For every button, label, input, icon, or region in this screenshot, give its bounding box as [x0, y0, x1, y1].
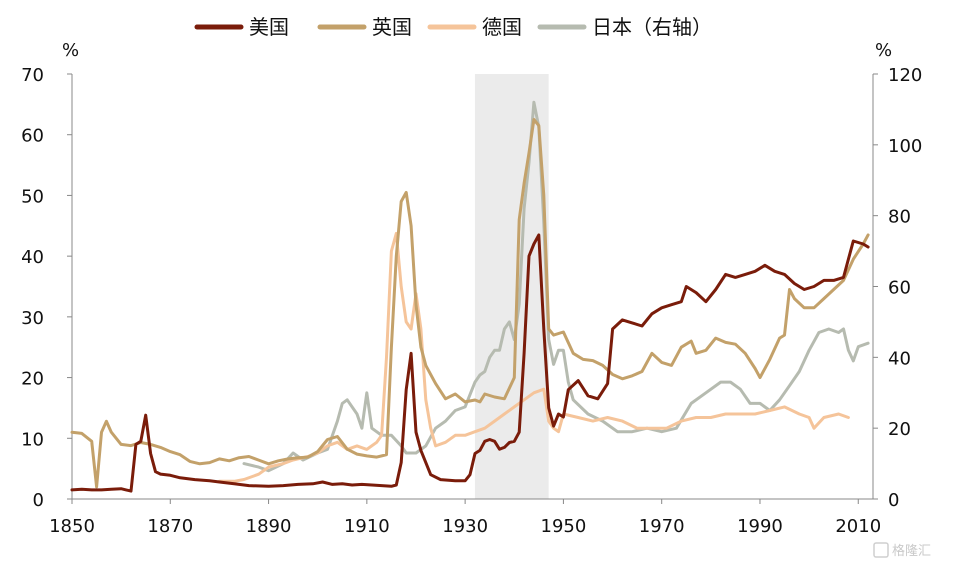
legend-label: 德国 [482, 15, 522, 39]
x-tick-label: 1970 [639, 516, 685, 537]
watermark-text: 格隆汇 [892, 543, 931, 559]
x-tick-label: 1950 [541, 516, 587, 537]
shaded-region-group [474, 74, 549, 499]
left-y-tick-label: 0 [33, 490, 44, 511]
right-y-tick-label: 0 [888, 490, 899, 511]
right-axis-unit: % [875, 40, 892, 61]
x-tick-label: 2010 [835, 516, 881, 537]
right-y-tick-label: 60 [888, 278, 911, 299]
shaded-period-band [474, 74, 549, 499]
left-y-tick-label: 20 [21, 369, 44, 390]
legend-label: 英国 [372, 15, 412, 39]
left-y-tick-label: 60 [21, 126, 44, 147]
watermark: 格隆汇 [873, 542, 931, 559]
watermark-logo-icon [873, 542, 889, 558]
legend: 美国 英国 德国 日本（右轴） [194, 15, 712, 39]
x-tick-label: 1870 [147, 516, 193, 537]
series-line [70, 233, 870, 493]
series-line [242, 100, 870, 473]
legend-label: 日本（右轴） [592, 15, 712, 39]
right-y-tick-label: 100 [888, 136, 922, 157]
series-group [70, 100, 870, 493]
series-line [217, 231, 850, 483]
axes-group: 1850 1870 1890 1910 1930 1950 1970 1990 20100102… [21, 65, 922, 537]
left-y-tick-label: 40 [21, 247, 44, 268]
right-y-tick-label: 40 [888, 348, 911, 369]
right-y-tick-label: 80 [888, 207, 911, 228]
left-axis-unit: % [62, 40, 79, 61]
left-y-tick-label: 30 [21, 308, 44, 329]
x-tick-label: 1910 [344, 516, 390, 537]
left-y-tick-label: 50 [21, 186, 44, 207]
right-y-tick-label: 120 [888, 65, 922, 86]
left-y-tick-label: 10 [21, 429, 44, 450]
left-y-tick-label: 70 [21, 65, 44, 86]
right-y-tick-label: 20 [888, 419, 911, 440]
series-line [70, 118, 870, 489]
x-tick-label: 1890 [246, 516, 292, 537]
legend-label: 美国 [249, 15, 289, 39]
x-tick-label: 1930 [442, 516, 488, 537]
x-tick-label: 1990 [737, 516, 783, 537]
x-tick-label: 1850 [49, 516, 95, 537]
